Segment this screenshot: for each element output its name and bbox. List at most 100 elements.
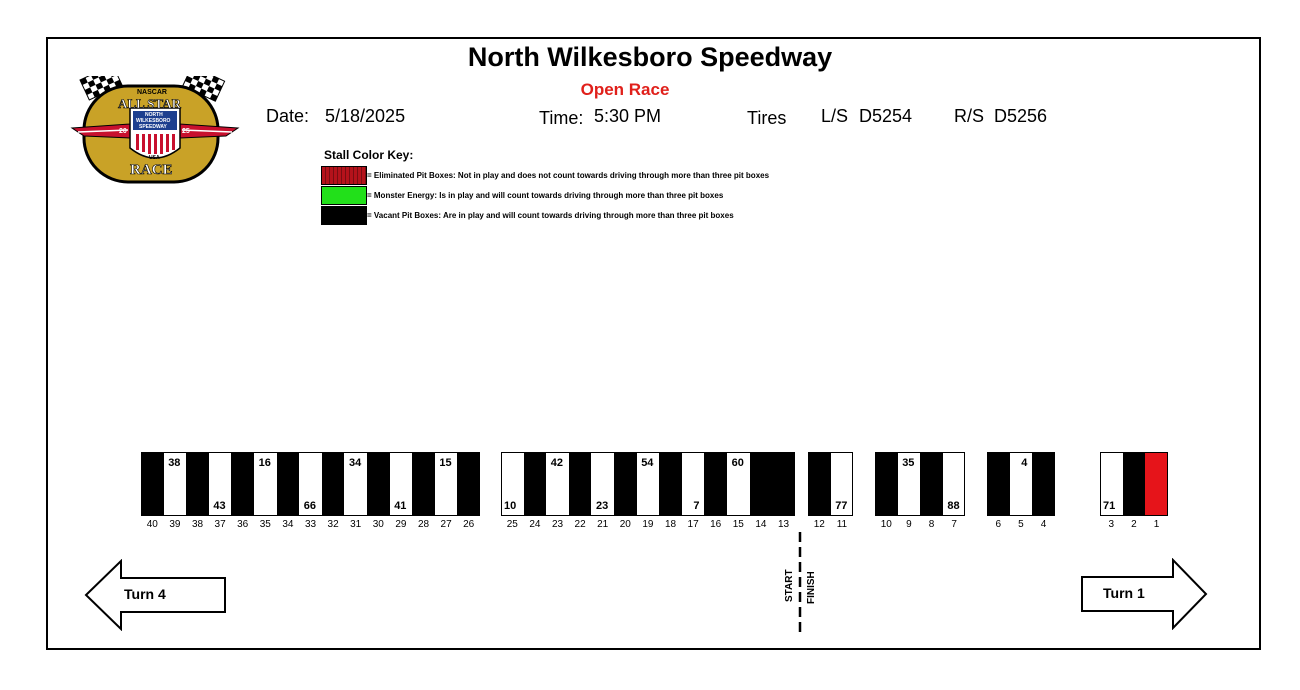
stall-number: 9 bbox=[906, 519, 912, 530]
stall-number: 24 bbox=[529, 519, 541, 530]
page-title: North Wilkesboro Speedway bbox=[467, 42, 833, 72]
pit-stall-39 bbox=[163, 452, 187, 516]
pit-stall-18 bbox=[659, 452, 682, 516]
stall-number: 21 bbox=[597, 519, 609, 530]
stall-number: 12 bbox=[813, 519, 825, 530]
logo-nascar-text: NASCAR bbox=[137, 89, 167, 96]
key-description: = Vacant Pit Boxes: Are in play and will… bbox=[367, 211, 734, 220]
pit-stall-34 bbox=[276, 452, 300, 516]
pit-stall-4 bbox=[1032, 452, 1055, 516]
stall-number: 33 bbox=[304, 519, 317, 530]
car-number: 42 bbox=[550, 457, 564, 469]
pit-stall-7 bbox=[942, 452, 966, 516]
pit-stall-21 bbox=[591, 452, 614, 516]
logo-year-right: 25 bbox=[182, 128, 190, 135]
stall-number: 4 bbox=[1040, 519, 1047, 530]
stall-number: 40 bbox=[146, 519, 158, 530]
pit-stall-30 bbox=[367, 452, 390, 516]
pit-stall-40 bbox=[141, 452, 164, 516]
pit-stall-22 bbox=[568, 452, 592, 516]
pit-stall-32 bbox=[321, 452, 345, 516]
stall-number: 20 bbox=[619, 519, 631, 530]
turn-4-arrow-icon bbox=[84, 559, 226, 631]
key-description: = Eliminated Pit Boxes: Not in play and … bbox=[367, 171, 770, 180]
stall-number: 1 bbox=[1153, 519, 1160, 530]
pit-stall-3 bbox=[1100, 452, 1123, 516]
logo-badge-line1: NORTH bbox=[145, 112, 163, 118]
stall-number: 28 bbox=[417, 519, 430, 530]
start-finish-line bbox=[798, 532, 802, 634]
pit-stall-36 bbox=[231, 452, 254, 516]
pit-stall-37 bbox=[208, 452, 232, 516]
tires-label: Tires bbox=[747, 108, 787, 128]
stall-number: 23 bbox=[551, 519, 564, 530]
key-swatch bbox=[321, 206, 367, 225]
date-label: Date: bbox=[266, 106, 310, 126]
pit-stall-10 bbox=[875, 452, 898, 516]
finish-label: FINISH bbox=[806, 571, 817, 604]
stall-number: 11 bbox=[836, 519, 848, 530]
pit-stall-28 bbox=[412, 452, 435, 516]
stall-number: 2 bbox=[1131, 519, 1137, 530]
stall-number: 15 bbox=[732, 519, 744, 530]
all-star-race-logo: NASCAR ALL STAR NORTH WILKESBORO SPEEDWA… bbox=[70, 64, 240, 186]
stall-number: 10 bbox=[880, 519, 892, 530]
stall-number: 14 bbox=[755, 519, 767, 530]
car-number: 77 bbox=[835, 500, 848, 512]
stall-number: 16 bbox=[710, 519, 722, 530]
stall-number: 13 bbox=[777, 519, 790, 530]
stall-number: 39 bbox=[169, 519, 181, 530]
car-number: 34 bbox=[349, 457, 362, 469]
pit-stall-38 bbox=[186, 452, 209, 516]
car-number: 71 bbox=[1103, 500, 1116, 512]
key-description: = Monster Energy: Is in play and will co… bbox=[367, 191, 724, 200]
page-subtitle: Open Race bbox=[580, 80, 670, 99]
date-value: 5/18/2025 bbox=[325, 106, 406, 126]
logo-badge-line2: WILKESBORO bbox=[136, 118, 171, 124]
stall-number: 30 bbox=[372, 519, 384, 530]
pit-stall-5 bbox=[1009, 452, 1033, 516]
turn-4-label: Turn 4 bbox=[124, 586, 166, 602]
stall-number: 8 bbox=[928, 519, 935, 530]
logo-race-text: RACE bbox=[130, 162, 173, 179]
pit-stall-9 bbox=[897, 452, 921, 516]
car-number: 15 bbox=[439, 457, 452, 469]
turn-1-arrow-icon bbox=[1081, 558, 1208, 630]
stall-number: 6 bbox=[995, 519, 1002, 530]
pit-stall-29 bbox=[389, 452, 413, 516]
key-swatch bbox=[321, 186, 367, 205]
left-side-tire-code: D5254 bbox=[859, 106, 913, 126]
time-label: Time: bbox=[539, 108, 584, 128]
pit-stall-14 bbox=[749, 452, 773, 516]
car-number: 88 bbox=[947, 500, 960, 512]
checkered-flags-icon bbox=[70, 64, 240, 184]
stall-number: 7 bbox=[951, 519, 957, 530]
logo-year-left: 20 bbox=[119, 128, 127, 135]
car-number: 10 bbox=[504, 500, 517, 512]
pit-stall-6 bbox=[987, 452, 1010, 516]
pit-stall-2 bbox=[1122, 452, 1146, 516]
pit-stall-group bbox=[501, 452, 795, 516]
pit-stall-23 bbox=[546, 452, 569, 516]
stall-number: 31 bbox=[350, 519, 362, 530]
start-label: START bbox=[784, 569, 795, 602]
pit-stall-27 bbox=[434, 452, 458, 516]
car-number: 60 bbox=[731, 457, 744, 469]
pit-stall-35 bbox=[254, 452, 277, 516]
pit-stall-33 bbox=[299, 452, 322, 516]
pit-stall-20 bbox=[614, 452, 637, 516]
time-value: 5:30 PM bbox=[594, 106, 662, 126]
car-number: 35 bbox=[902, 457, 915, 469]
pit-stall-8 bbox=[920, 452, 943, 516]
logo-all-star-text: ALL STAR bbox=[118, 96, 182, 112]
car-number: 66 bbox=[303, 500, 317, 512]
stall-number: 22 bbox=[574, 519, 586, 530]
stall-number: 37 bbox=[214, 519, 226, 530]
pit-stall-15 bbox=[727, 452, 750, 516]
pit-stall-16 bbox=[704, 452, 727, 516]
pit-stall-17 bbox=[681, 452, 705, 516]
stall-color-key-title: Stall Color Key: bbox=[324, 148, 414, 162]
stall-number: 18 bbox=[664, 519, 677, 530]
pit-stall-group bbox=[141, 452, 480, 516]
car-number: 41 bbox=[394, 500, 407, 512]
